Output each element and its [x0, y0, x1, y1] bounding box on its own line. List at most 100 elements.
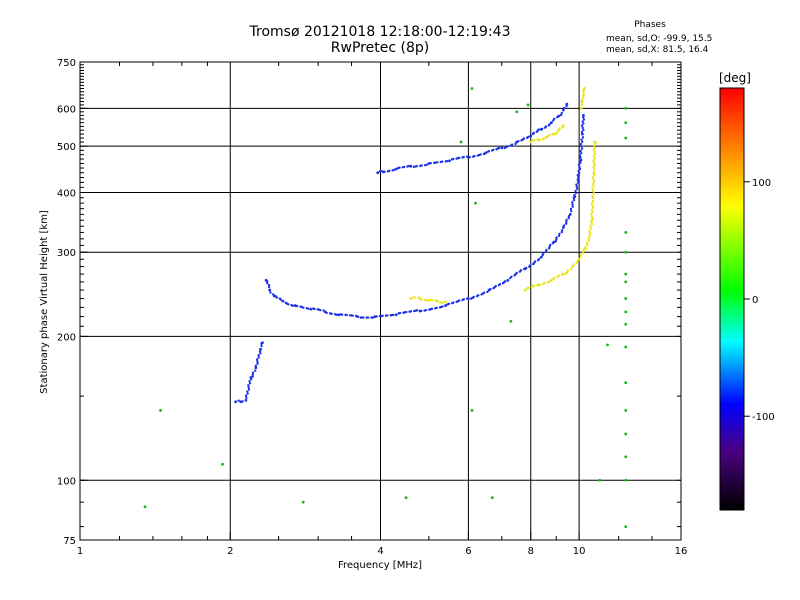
- data-point: [589, 225, 592, 228]
- data-point: [590, 202, 593, 205]
- data-point: [259, 352, 262, 355]
- data-point: [590, 208, 594, 212]
- data-point: [544, 125, 548, 128]
- data-point: [515, 271, 518, 275]
- x-tick-label: 16: [675, 546, 688, 557]
- data-point: [394, 167, 398, 171]
- data-point: [251, 373, 255, 376]
- data-point: [523, 288, 527, 292]
- series-o-mode-f2-lower: [264, 113, 586, 319]
- data-point: [624, 121, 628, 125]
- data-point: [415, 309, 419, 312]
- data-point: [441, 305, 444, 308]
- data-point: [550, 278, 553, 282]
- data-point: [590, 215, 594, 218]
- data-point: [582, 91, 585, 94]
- data-point: [549, 243, 552, 247]
- data-point: [593, 150, 596, 154]
- data-point: [592, 171, 596, 175]
- data-point: [402, 165, 406, 169]
- data-point: [591, 204, 594, 207]
- data-point: [492, 148, 495, 152]
- data-point: [265, 282, 269, 285]
- data-point: [302, 306, 305, 309]
- data-point: [580, 124, 584, 127]
- data-point: [444, 300, 447, 304]
- data-point: [241, 400, 244, 403]
- data-point: [624, 381, 628, 385]
- data-point: [427, 162, 431, 165]
- data-point: [591, 217, 594, 221]
- data-point: [330, 312, 333, 316]
- data-point: [545, 135, 548, 139]
- data-point: [468, 156, 471, 159]
- data-point: [251, 375, 254, 378]
- data-point: [392, 313, 395, 317]
- series-x-mode-low: [409, 296, 447, 305]
- data-point: [386, 314, 389, 317]
- data-point: [515, 110, 519, 114]
- data-point: [577, 257, 581, 261]
- stat-o: mean, sd,O: -99.9, 15.5: [606, 34, 713, 44]
- data-point: [548, 123, 551, 126]
- data-point: [624, 322, 628, 326]
- data-point: [260, 344, 263, 348]
- x-tick-label: 1: [77, 546, 83, 557]
- y-tick-label: 600: [57, 104, 76, 115]
- data-point: [624, 409, 628, 412]
- data-point: [571, 203, 574, 206]
- data-point: [624, 136, 628, 140]
- data-point: [592, 178, 595, 181]
- data-point: [319, 308, 322, 312]
- data-point: [575, 183, 578, 186]
- data-point: [482, 291, 486, 294]
- data-point: [425, 163, 428, 167]
- data-point: [587, 237, 591, 240]
- data-point: [376, 171, 380, 175]
- data-point: [592, 155, 596, 158]
- y-tick-label: 100: [57, 476, 76, 487]
- data-point: [441, 301, 444, 305]
- data-point: [591, 211, 594, 214]
- data-point: [435, 299, 439, 303]
- data-point: [246, 392, 249, 395]
- data-point: [542, 252, 545, 255]
- data-point: [582, 93, 585, 97]
- y-tick-label: 750: [57, 58, 76, 69]
- data-point: [435, 306, 438, 310]
- data-point: [557, 114, 561, 118]
- data-point: [506, 278, 510, 282]
- data-point: [247, 386, 250, 389]
- data-point: [561, 124, 565, 128]
- data-point: [567, 215, 571, 218]
- data-point: [581, 140, 584, 144]
- data-point: [582, 118, 586, 121]
- data-point: [588, 234, 592, 237]
- series-x-mode-f2-upper: [529, 124, 565, 144]
- data-point: [552, 240, 556, 244]
- data-point: [591, 182, 595, 186]
- data-point: [574, 189, 577, 193]
- data-point: [266, 280, 269, 283]
- data-point: [470, 409, 474, 412]
- data-point: [405, 310, 408, 314]
- data-point: [245, 396, 248, 399]
- data-point: [580, 145, 583, 148]
- data-point: [589, 227, 593, 230]
- data-point: [337, 313, 341, 317]
- data-point: [624, 525, 628, 529]
- y-tick-label: 300: [57, 248, 76, 259]
- data-point: [565, 102, 569, 106]
- x-axis-label: Frequency [MHz]: [338, 560, 422, 571]
- data-point: [624, 432, 628, 436]
- colorbar: [deg] -100 0 100: [719, 71, 775, 511]
- data-point: [576, 174, 579, 177]
- data-point: [581, 126, 584, 130]
- colorbar-tick-label: 100: [752, 178, 771, 189]
- data-point: [579, 142, 583, 146]
- data-point: [309, 307, 313, 311]
- data-point: [248, 382, 252, 385]
- colorbar-unit: [deg]: [719, 71, 751, 85]
- y-tick-label: 75: [63, 536, 76, 547]
